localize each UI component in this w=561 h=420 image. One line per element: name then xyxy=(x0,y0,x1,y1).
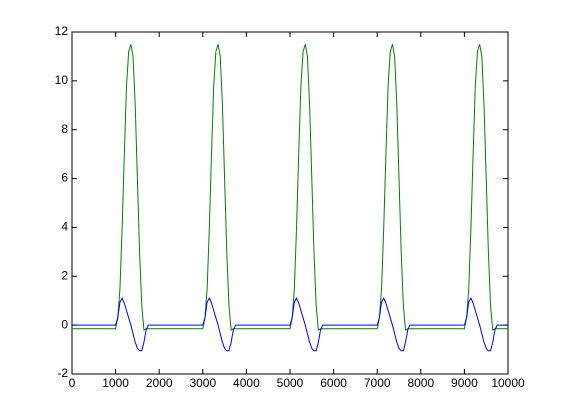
x-tick-label: 0 xyxy=(69,376,76,390)
y-tick-label: 4 xyxy=(61,220,68,234)
y-tick-label: 6 xyxy=(61,171,68,185)
x-tick-label: 6000 xyxy=(320,376,347,390)
x-tick-label: 9000 xyxy=(451,376,478,390)
x-tick-label: 3000 xyxy=(189,376,216,390)
x-tick-label: 10000 xyxy=(491,376,525,390)
y-tick-label: 10 xyxy=(55,73,69,87)
y-tick-label: 8 xyxy=(61,122,68,136)
x-tick-label: 2000 xyxy=(146,376,173,390)
y-tick-label: -2 xyxy=(57,366,68,380)
line-series xyxy=(72,297,508,352)
y-tick-label: 2 xyxy=(61,268,68,282)
line-series xyxy=(72,44,508,331)
y-tick-label: 0 xyxy=(61,317,68,331)
x-tick-label: 8000 xyxy=(407,376,434,390)
plot-area xyxy=(71,31,509,375)
y-tick-label: 12 xyxy=(55,24,69,38)
x-tick-label: 1000 xyxy=(102,376,129,390)
x-tick-label: 5000 xyxy=(277,376,304,390)
x-tick-label: 4000 xyxy=(233,376,260,390)
x-tick-label: 7000 xyxy=(364,376,391,390)
